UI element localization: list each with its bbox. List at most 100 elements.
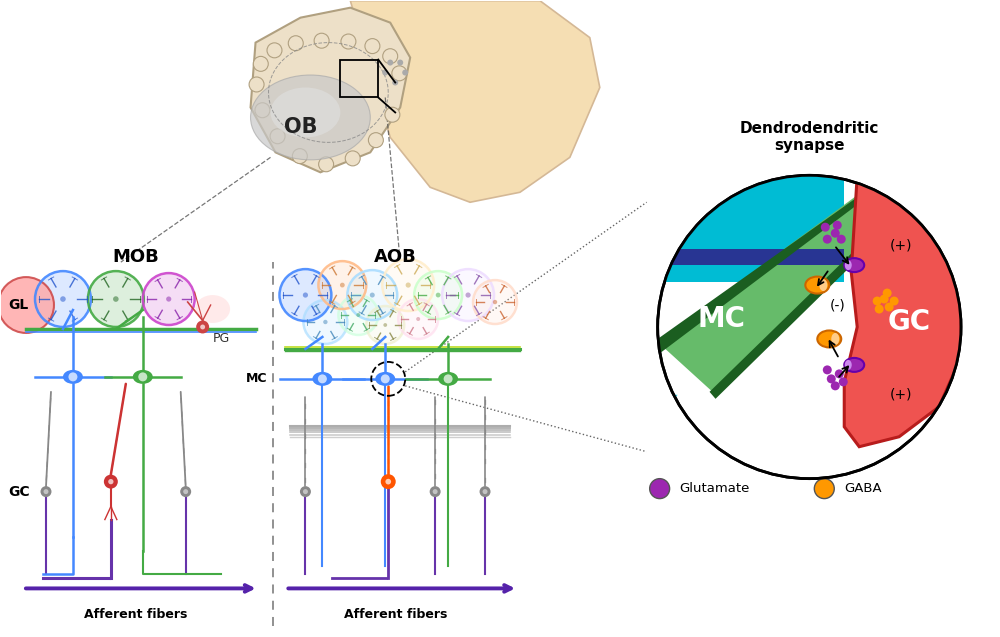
Ellipse shape [133, 370, 153, 384]
Circle shape [113, 296, 119, 302]
Circle shape [366, 306, 404, 344]
Bar [340, 60, 378, 97]
Circle shape [406, 282, 411, 288]
Circle shape [255, 103, 270, 118]
Circle shape [314, 33, 329, 48]
Text: GC: GC [8, 485, 30, 499]
Text: PG: PG [213, 332, 230, 345]
Ellipse shape [831, 333, 839, 345]
Circle shape [303, 489, 308, 494]
Circle shape [303, 292, 308, 297]
Circle shape [650, 478, 670, 499]
Circle shape [833, 220, 842, 230]
Ellipse shape [251, 75, 370, 160]
Circle shape [292, 148, 307, 164]
Circle shape [875, 304, 884, 313]
Circle shape [392, 66, 407, 81]
Polygon shape [710, 192, 921, 399]
Circle shape [368, 132, 383, 148]
Circle shape [370, 292, 375, 297]
Circle shape [430, 486, 441, 497]
Polygon shape [350, 1, 600, 203]
Circle shape [68, 373, 77, 382]
Circle shape [180, 486, 191, 497]
Circle shape [821, 223, 830, 232]
Circle shape [473, 280, 517, 324]
Circle shape [383, 48, 398, 64]
Text: Afferent fibers: Afferent fibers [84, 608, 187, 621]
Circle shape [108, 479, 114, 484]
Circle shape [483, 489, 488, 494]
Text: OB: OB [284, 117, 317, 138]
Circle shape [300, 486, 311, 497]
Circle shape [837, 234, 846, 244]
Circle shape [392, 80, 398, 85]
Text: AOB: AOB [374, 248, 417, 266]
Ellipse shape [817, 331, 841, 347]
Circle shape [249, 77, 264, 92]
Circle shape [831, 229, 840, 238]
Text: MC: MC [246, 373, 267, 385]
Ellipse shape [844, 358, 864, 372]
Circle shape [41, 486, 51, 497]
Circle shape [873, 297, 882, 306]
Polygon shape [658, 249, 844, 265]
Ellipse shape [312, 372, 332, 386]
Circle shape [35, 271, 91, 327]
Circle shape [398, 299, 438, 339]
Circle shape [890, 297, 899, 306]
Circle shape [270, 129, 285, 144]
Circle shape [288, 36, 303, 51]
Circle shape [414, 271, 462, 319]
Circle shape [442, 269, 494, 321]
Circle shape [303, 300, 347, 344]
Circle shape [397, 60, 403, 66]
Circle shape [814, 478, 834, 499]
Circle shape [0, 277, 54, 333]
Circle shape [279, 269, 331, 321]
Circle shape [436, 292, 441, 297]
Ellipse shape [845, 360, 852, 370]
Circle shape [823, 234, 832, 244]
Text: Glutamate: Glutamate [680, 482, 750, 495]
Circle shape [444, 375, 453, 383]
Ellipse shape [805, 276, 829, 294]
Ellipse shape [271, 87, 340, 138]
Circle shape [381, 375, 390, 383]
Circle shape [318, 261, 366, 309]
Circle shape [465, 292, 471, 297]
Circle shape [104, 475, 118, 489]
Text: (+): (+) [890, 238, 912, 252]
Polygon shape [658, 395, 678, 412]
Text: Dendrodendritic
synapse: Dendrodendritic synapse [740, 121, 879, 154]
Circle shape [319, 157, 334, 172]
Text: GC: GC [888, 308, 931, 336]
Circle shape [340, 283, 345, 287]
Polygon shape [251, 8, 410, 173]
Circle shape [200, 324, 205, 329]
Text: GABA: GABA [844, 482, 882, 495]
Circle shape [827, 375, 836, 383]
Circle shape [166, 296, 171, 302]
Circle shape [318, 375, 327, 383]
Circle shape [433, 489, 438, 494]
Circle shape [382, 259, 434, 311]
Circle shape [88, 271, 144, 327]
Circle shape [385, 479, 391, 485]
Circle shape [383, 323, 387, 327]
Circle shape [381, 474, 396, 489]
Polygon shape [844, 175, 961, 447]
Circle shape [883, 289, 892, 297]
Circle shape [831, 382, 840, 390]
Circle shape [138, 373, 147, 382]
Ellipse shape [195, 295, 230, 323]
Circle shape [267, 43, 282, 58]
Circle shape [658, 175, 961, 478]
Circle shape [493, 300, 497, 304]
Ellipse shape [63, 370, 83, 384]
Polygon shape [658, 192, 914, 392]
Circle shape [416, 317, 420, 321]
Circle shape [885, 303, 894, 311]
Text: GL: GL [8, 298, 28, 312]
Circle shape [382, 69, 388, 76]
